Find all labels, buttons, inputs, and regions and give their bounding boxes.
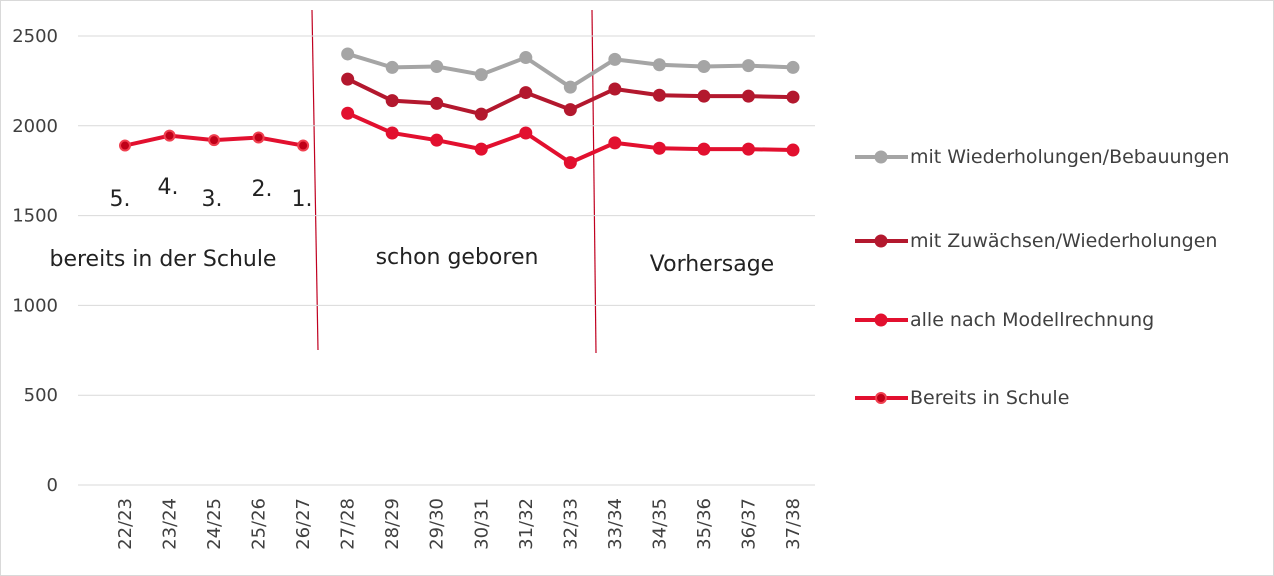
y-tick-label: 1500 <box>12 206 58 227</box>
y-tick-label: 1000 <box>12 295 58 316</box>
data-point <box>786 60 800 74</box>
data-point <box>652 141 666 155</box>
x-tick-label: 28/29 <box>382 498 403 550</box>
divider <box>311 9 319 351</box>
annotation: 4. <box>158 175 179 200</box>
data-point <box>341 106 355 120</box>
data-point <box>474 107 488 121</box>
data-point <box>652 58 666 72</box>
annotation: 3. <box>202 187 223 212</box>
x-tick-label: 33/34 <box>605 498 626 550</box>
data-point <box>430 96 444 110</box>
data-point <box>563 80 577 94</box>
legend-marker <box>874 313 888 327</box>
legend-label: alle nach Modellrechnung <box>910 309 1155 331</box>
data-point <box>208 134 221 147</box>
data-point <box>563 156 577 170</box>
data-point <box>786 90 800 104</box>
y-tick-label: 2500 <box>12 26 58 47</box>
data-point <box>786 143 800 157</box>
legend-marker <box>875 392 887 404</box>
divider <box>591 9 597 354</box>
legend-marker <box>874 234 888 248</box>
data-point <box>697 142 711 156</box>
data-point <box>385 126 399 140</box>
data-point <box>297 139 310 152</box>
data-point <box>608 82 622 96</box>
data-point <box>430 60 444 74</box>
data-point <box>430 133 444 147</box>
data-point <box>341 72 355 86</box>
data-point <box>519 51 533 65</box>
y-tick-label: 0 <box>47 475 58 496</box>
data-point <box>652 88 666 102</box>
data-point <box>741 142 755 156</box>
data-point <box>119 139 131 152</box>
x-tick-label: 36/37 <box>738 498 759 550</box>
x-tick-label: 32/33 <box>560 498 581 550</box>
x-tick-label: 30/31 <box>471 498 492 550</box>
data-point <box>474 68 488 82</box>
data-point <box>563 103 577 117</box>
data-point <box>163 129 176 142</box>
x-tick-label: 34/35 <box>649 498 670 550</box>
y-tick-label: 2000 <box>12 116 58 137</box>
data-point <box>341 47 355 61</box>
data-point <box>385 94 399 108</box>
data-point <box>519 126 533 140</box>
legend-label: Bereits in Schule <box>910 387 1070 409</box>
legend-label: mit Wiederholungen/Bebauungen <box>910 146 1230 168</box>
data-point <box>697 60 711 74</box>
data-point <box>741 89 755 103</box>
x-tick-label: 22/23 <box>115 498 136 550</box>
x-tick-label: 26/27 <box>293 498 314 550</box>
data-point <box>608 136 622 150</box>
data-point <box>252 131 265 144</box>
x-tick-label: 35/36 <box>694 498 715 550</box>
series-line <box>346 111 794 165</box>
x-tick-label: 25/26 <box>249 498 270 550</box>
data-point <box>697 89 711 103</box>
data-point <box>474 142 488 156</box>
x-tick-label: 29/30 <box>427 498 448 550</box>
x-tick-label: 23/24 <box>160 498 181 550</box>
legend-marker <box>874 150 888 164</box>
legend-label: mit Zuwächsen/Wiederholungen <box>910 230 1218 252</box>
annotation: 2. <box>252 177 273 202</box>
data-point <box>608 52 622 66</box>
y-tick-label: 500 <box>24 385 58 406</box>
annotation: 1. <box>292 187 313 212</box>
data-point <box>385 60 399 74</box>
annotation: 5. <box>110 187 131 212</box>
x-tick-label: 37/38 <box>783 498 804 550</box>
annotation: Vorhersage <box>650 252 774 277</box>
x-tick-label: 27/28 <box>338 498 359 550</box>
x-tick-label: 24/25 <box>204 498 225 550</box>
annotation: bereits in der Schule <box>50 247 277 272</box>
data-point <box>519 86 533 100</box>
x-tick-label: 31/32 <box>516 498 537 550</box>
annotation: schon geboren <box>376 245 539 270</box>
data-point <box>741 59 755 73</box>
